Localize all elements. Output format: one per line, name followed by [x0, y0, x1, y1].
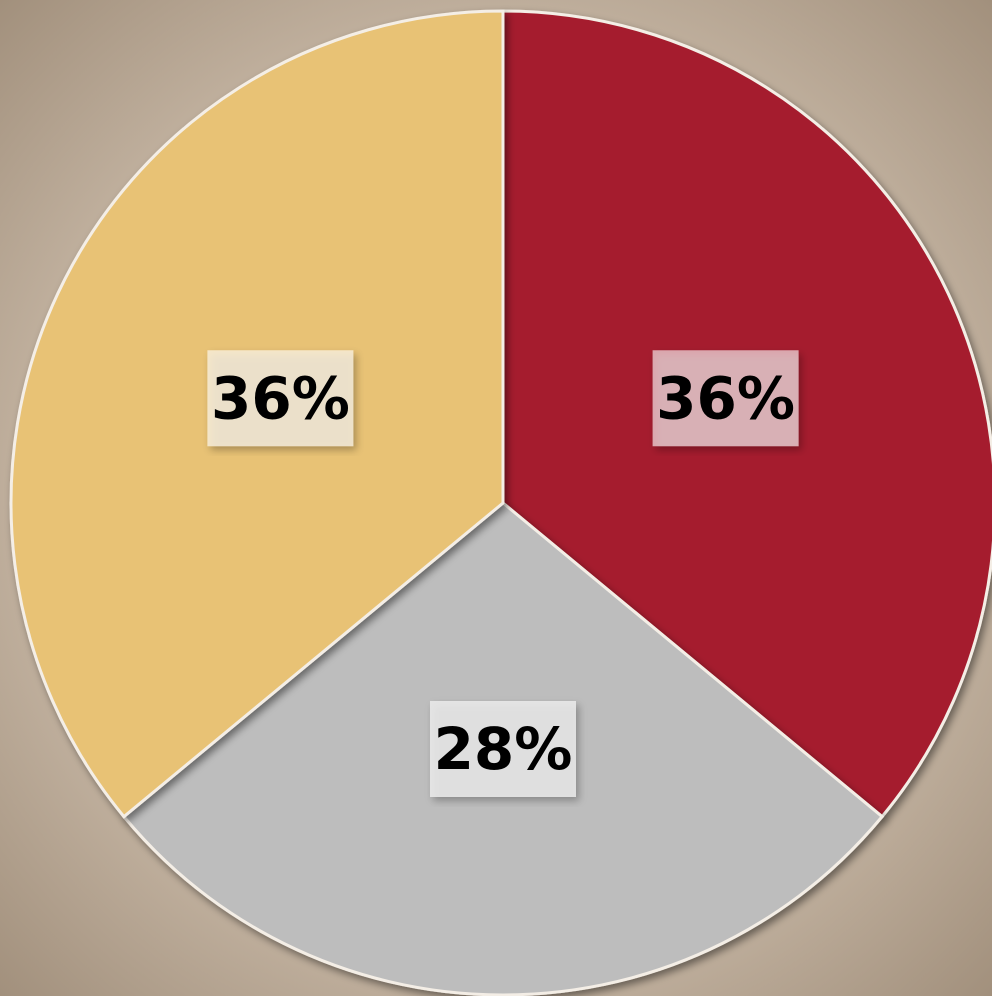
label-box — [430, 701, 576, 797]
data-label: 36% — [211, 364, 350, 432]
label-box — [207, 350, 354, 447]
label-box — [652, 350, 799, 447]
data-label: 28% — [434, 715, 573, 783]
data-label: 36% — [656, 364, 795, 432]
